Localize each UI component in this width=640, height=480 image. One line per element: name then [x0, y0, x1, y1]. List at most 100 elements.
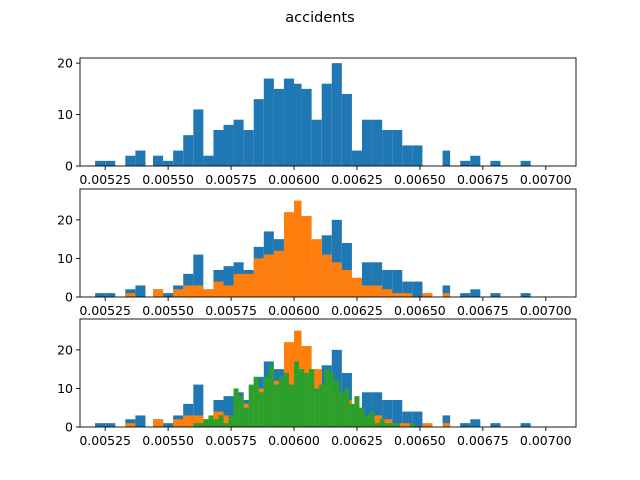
x-tick-label: 0.00650 [394, 303, 446, 318]
axes-frame [79, 57, 577, 167]
histogram-bar-s2-b3 [153, 419, 164, 427]
x-tick-label: 0.00625 [331, 172, 383, 187]
bars [95, 330, 531, 427]
histogram-bar-s3-b38 [379, 419, 385, 427]
histogram-bar-s3-b14 [258, 392, 264, 427]
histogram-bar-s1-b38 [460, 423, 471, 427]
histogram-bar-s1-b32 [402, 145, 413, 166]
x-tick-label: 0.00675 [457, 172, 509, 187]
histogram-bar-s3-b15 [263, 376, 269, 427]
histogram-bar-s2-b26 [382, 289, 393, 297]
histogram-bar-s1-b18 [263, 78, 274, 166]
x-tick-label: 0.00675 [457, 303, 509, 318]
histogram-bar-s3-b19 [283, 373, 289, 427]
x-tick-label: 0.00525 [79, 172, 131, 187]
histogram-bar-s3-b20 [288, 384, 295, 427]
x-tick-label: 0.00525 [79, 303, 131, 318]
histogram-bar-s2-b7 [193, 285, 204, 297]
axes-frame [79, 318, 577, 428]
histogram-bar-s1-b38 [460, 160, 471, 166]
histogram-bar-s1-b21 [294, 83, 302, 166]
subplot-3: 0.00525 0.00550 0.00575 0.00600 0.00625 0.006… [57, 318, 577, 448]
histogram-bar-s3-b28 [329, 373, 335, 427]
x-tick-label: 0.00700 [520, 433, 572, 448]
histogram-bar-s1-b44 [520, 160, 531, 166]
x-tick-label: 0.00625 [331, 303, 383, 318]
histogram-bar-s2-b5 [173, 289, 184, 297]
histogram-bar-s2-b8 [203, 289, 214, 297]
histogram-bar-s1-b30 [382, 400, 393, 427]
histogram-bar-s3-b41 [394, 423, 400, 427]
histogram-bar-s3-b11 [243, 407, 249, 427]
histogram-bar-s1-b13 [213, 130, 224, 166]
y-tick-label: 10 [57, 381, 73, 396]
histogram-bar-s2-b5 [173, 419, 184, 427]
histogram-bar-s1-b33 [412, 411, 423, 427]
histogram-bar-s2-b20 [321, 254, 332, 297]
histogram-bar-s2-b1 [125, 423, 136, 427]
histogram-bar-s1-b5 [135, 415, 146, 427]
histogram-bar-s2-b10 [223, 415, 234, 427]
y-tick-label: 0 [65, 420, 73, 435]
histogram-bar-s3-b37 [374, 423, 380, 427]
histogram-bar-s1-b28 [361, 262, 373, 297]
histogram-bar-s1-b36 [442, 285, 451, 297]
histogram-bar-s1-b29 [372, 119, 383, 166]
histogram-bar-s2-b3 [153, 289, 164, 297]
histogram-bar-s1-b28 [361, 392, 373, 427]
histogram-bar-s2-b23 [351, 277, 362, 297]
histogram-bar-s1-b44 [520, 423, 531, 427]
x-tick-label: 0.00525 [79, 433, 131, 448]
histogram-bar-s2-b18 [301, 216, 312, 297]
x-tick-label: 0.00575 [205, 433, 257, 448]
histogram-bar-s3-b18 [278, 376, 284, 427]
histogram-bar-s1-b15 [233, 119, 244, 166]
histogram-bar-s1-b41 [490, 160, 501, 166]
histogram-bar-s3-b13 [253, 376, 259, 427]
histogram-bar-s3-b34 [359, 407, 365, 427]
histogram-bar-s3-b7 [223, 423, 229, 427]
histogram-bar-s3-b16 [268, 365, 274, 427]
histogram-bar-s2-b9 [213, 411, 224, 427]
x-tick-label: 0.00600 [268, 303, 320, 318]
histogram-bar-s3-b4 [208, 415, 214, 427]
x-tick-label: 0.00575 [205, 172, 257, 187]
histogram-bar-s2-b21 [331, 262, 342, 297]
histogram-bar-s3-b21 [294, 361, 300, 427]
histogram-bar-s2-b24 [361, 285, 373, 297]
histogram-bar-s3-b27 [324, 369, 330, 427]
histogram-bar-s1-b32 [402, 411, 413, 427]
histogram-bar-s1-b28 [361, 119, 373, 166]
x-tick-label: 0.00550 [142, 172, 194, 187]
histogram-bar-s2-b19 [311, 239, 322, 297]
histogram-bar-s2-b32 [442, 293, 451, 297]
histogram-bar-s1-b39 [470, 419, 481, 427]
histogram-bar-s1-b14 [223, 266, 234, 297]
histogram-bar-s1-b32 [402, 281, 413, 297]
histogram-bar-s3-b32 [349, 403, 355, 427]
subplot-2: 0.00525 0.00550 0.00575 0.00600 0.00625 0.006… [57, 188, 577, 318]
histogram-bar-s2-b30 [422, 293, 433, 297]
histogram-bar-s1-b5 [135, 150, 146, 166]
histogram-bar-s1-b22 [301, 88, 312, 166]
histogram-bar-s1-b38 [460, 293, 471, 297]
histogram-bar-s2-b25 [372, 285, 383, 297]
histogram-bar-s3-b2 [198, 423, 204, 427]
histogram-bar-s1-b16 [243, 130, 254, 166]
histogram-bar-s1-b29 [372, 262, 383, 297]
histogram-bar-s1-b8 [163, 160, 174, 166]
histogram-bar-s1-b11 [193, 254, 204, 297]
x-tick-label: 0.00600 [268, 172, 320, 187]
histogram-bar-s1-b19 [273, 88, 284, 166]
histogram-bar-s3-b17 [273, 384, 279, 427]
histogram-bar-s1-b23 [311, 119, 322, 166]
histogram-bar-s1-b1 [95, 160, 106, 166]
histogram-bar-s1-b26 [341, 94, 352, 166]
histogram-bar-s2-b12 [243, 273, 254, 297]
x-tick-label: 0.00600 [268, 433, 320, 448]
histogram-bar-s3-b5 [213, 419, 219, 427]
histogram-bar-s1-b11 [193, 384, 204, 427]
histogram-bar-s1-b10 [183, 135, 194, 166]
histogram-bar-s3-b35 [364, 415, 370, 427]
